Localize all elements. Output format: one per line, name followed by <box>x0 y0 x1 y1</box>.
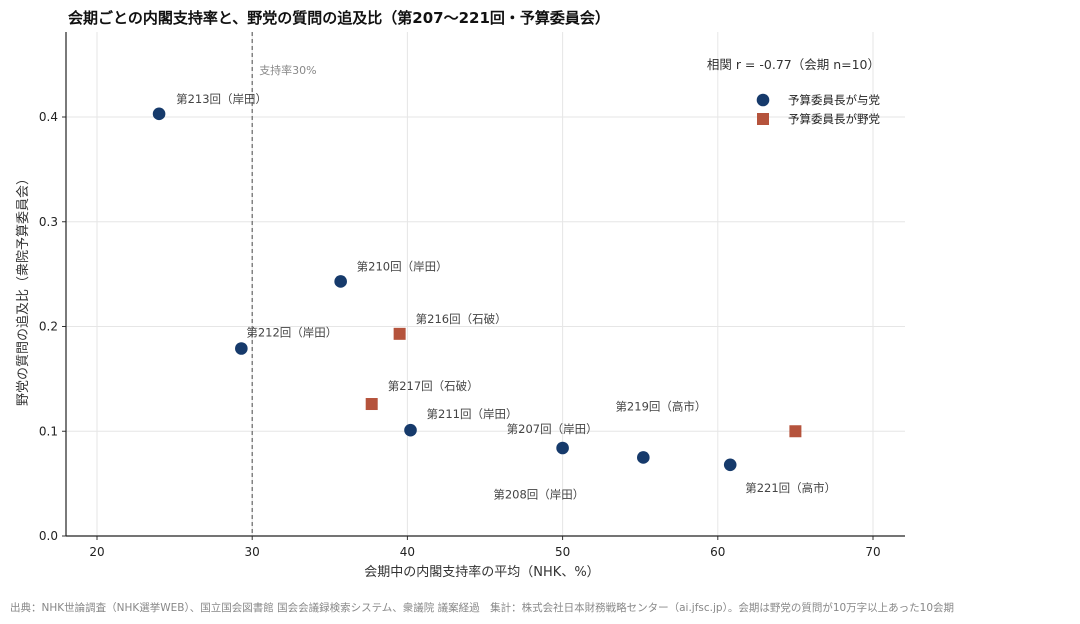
data-point-circle <box>334 275 347 288</box>
x-tick-label: 70 <box>865 545 880 559</box>
data-point-square <box>789 425 802 438</box>
y-tick-label: 0.4 <box>39 110 58 124</box>
legend-marker-square <box>757 113 769 125</box>
reference-line-group: 支持率30% <box>251 32 317 536</box>
point-label: 第212回（岸田） <box>246 325 337 339</box>
grid <box>66 32 905 537</box>
point-label: 第217回（石破） <box>388 379 479 393</box>
point-label: 第207回（岸田） <box>507 422 598 436</box>
point-label: 第208回（岸田） <box>493 487 584 501</box>
y-tick-label: 0.0 <box>39 529 58 543</box>
data-point-square <box>365 398 378 411</box>
source-footer: 出典：NHK世論調査（NHK選挙WEB）、国立国会図書館 国会会議録検索システム… <box>10 601 954 614</box>
y-axis-label: 野党の質問の追及比（衆院予算委員会） <box>15 172 31 406</box>
point-label: 第219回（高市） <box>615 399 706 413</box>
legend-marker-circle <box>756 93 770 107</box>
reference-line-label: 支持率30% <box>259 63 316 77</box>
data-point-circle <box>556 441 569 455</box>
point-labels: 第213回（岸田） 第210回（岸田） 第212回（岸田） 第211回（岸田）第207… <box>176 92 836 502</box>
point-label: 第210回（岸田） <box>357 259 448 273</box>
x-axis-label: 会期中の内閣支持率の平均（NHK、%） <box>364 564 599 580</box>
axes: 20 30 40 50 60 70 0.0 0.1 0.2 0.3 0.4 <box>39 32 905 559</box>
x-tick-label: 30 <box>245 545 260 559</box>
legend-label: 予算委員長が野党 <box>788 112 880 126</box>
x-tick-label: 40 <box>400 545 415 559</box>
data-point-circle <box>152 107 166 121</box>
correlation-annotation: 相関 r = -0.77（会期 n=10） <box>707 57 880 72</box>
legend-label: 予算委員長が与党 <box>788 93 880 107</box>
point-label: 第211回（岸田） <box>427 407 518 421</box>
data-point-circle <box>723 458 737 472</box>
data-point-circle <box>637 451 650 464</box>
point-label: 第216回（石破） <box>416 312 507 326</box>
chart-title: 会期ごとの内閣支持率と、野党の質問の追及比（第207〜221回・予算委員会） <box>68 9 610 27</box>
y-tick-label: 0.3 <box>39 215 58 229</box>
x-tick-label: 60 <box>710 545 725 559</box>
y-tick-label: 0.1 <box>39 424 58 438</box>
y-tick-label: 0.2 <box>39 320 58 334</box>
data-points <box>152 107 802 472</box>
x-tick-label: 50 <box>555 545 570 559</box>
point-label: 第213回（岸田） <box>176 92 267 106</box>
point-label: 第221回（高市） <box>745 481 836 495</box>
data-point-square <box>393 327 406 340</box>
data-point-circle <box>404 423 417 437</box>
data-point-circle <box>235 342 248 355</box>
x-tick-label: 20 <box>89 545 104 559</box>
